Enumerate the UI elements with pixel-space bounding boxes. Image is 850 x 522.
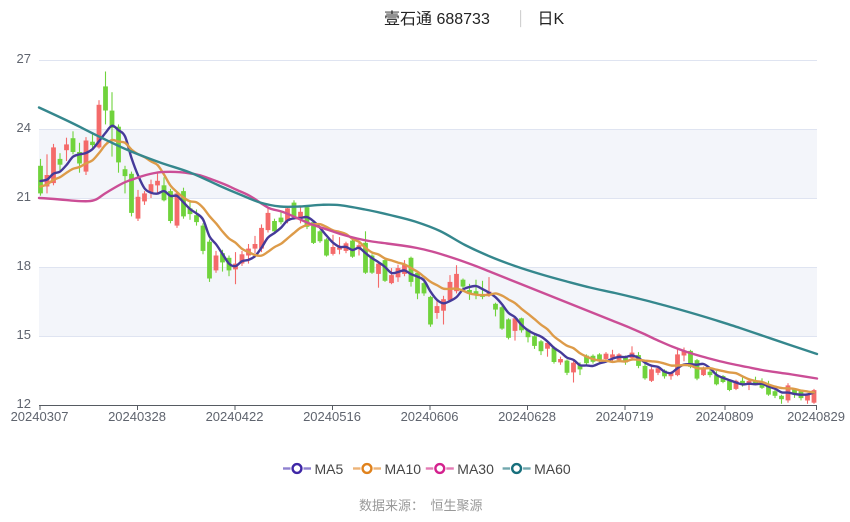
svg-text:20240516: 20240516 bbox=[303, 409, 361, 424]
svg-text:24: 24 bbox=[17, 120, 31, 135]
svg-text:20240719: 20240719 bbox=[596, 409, 654, 424]
svg-text:12: 12 bbox=[17, 396, 31, 411]
svg-text:20240628: 20240628 bbox=[498, 409, 556, 424]
svg-text:20240606: 20240606 bbox=[401, 409, 459, 424]
svg-text:│: │ bbox=[517, 10, 526, 28]
svg-text:21: 21 bbox=[17, 189, 31, 204]
svg-text:20240328: 20240328 bbox=[108, 409, 166, 424]
svg-text:日K: 日K bbox=[538, 11, 565, 28]
svg-text:27: 27 bbox=[17, 51, 31, 66]
svg-text:MA60: MA60 bbox=[534, 461, 571, 477]
svg-text:20240307: 20240307 bbox=[11, 409, 69, 424]
svg-text:壹石通 688733: 壹石通 688733 bbox=[384, 10, 490, 28]
svg-text:MA10: MA10 bbox=[385, 461, 422, 477]
svg-text:MA5: MA5 bbox=[315, 461, 344, 477]
svg-text:20240829: 20240829 bbox=[787, 409, 845, 424]
svg-text:15: 15 bbox=[17, 327, 31, 342]
svg-text:数据来源： 恒生聚源: 数据来源： 恒生聚源 bbox=[359, 498, 483, 513]
svg-text:20240422: 20240422 bbox=[206, 409, 264, 424]
svg-text:MA30: MA30 bbox=[457, 461, 494, 477]
svg-text:18: 18 bbox=[17, 258, 31, 273]
svg-text:20240809: 20240809 bbox=[696, 409, 754, 424]
